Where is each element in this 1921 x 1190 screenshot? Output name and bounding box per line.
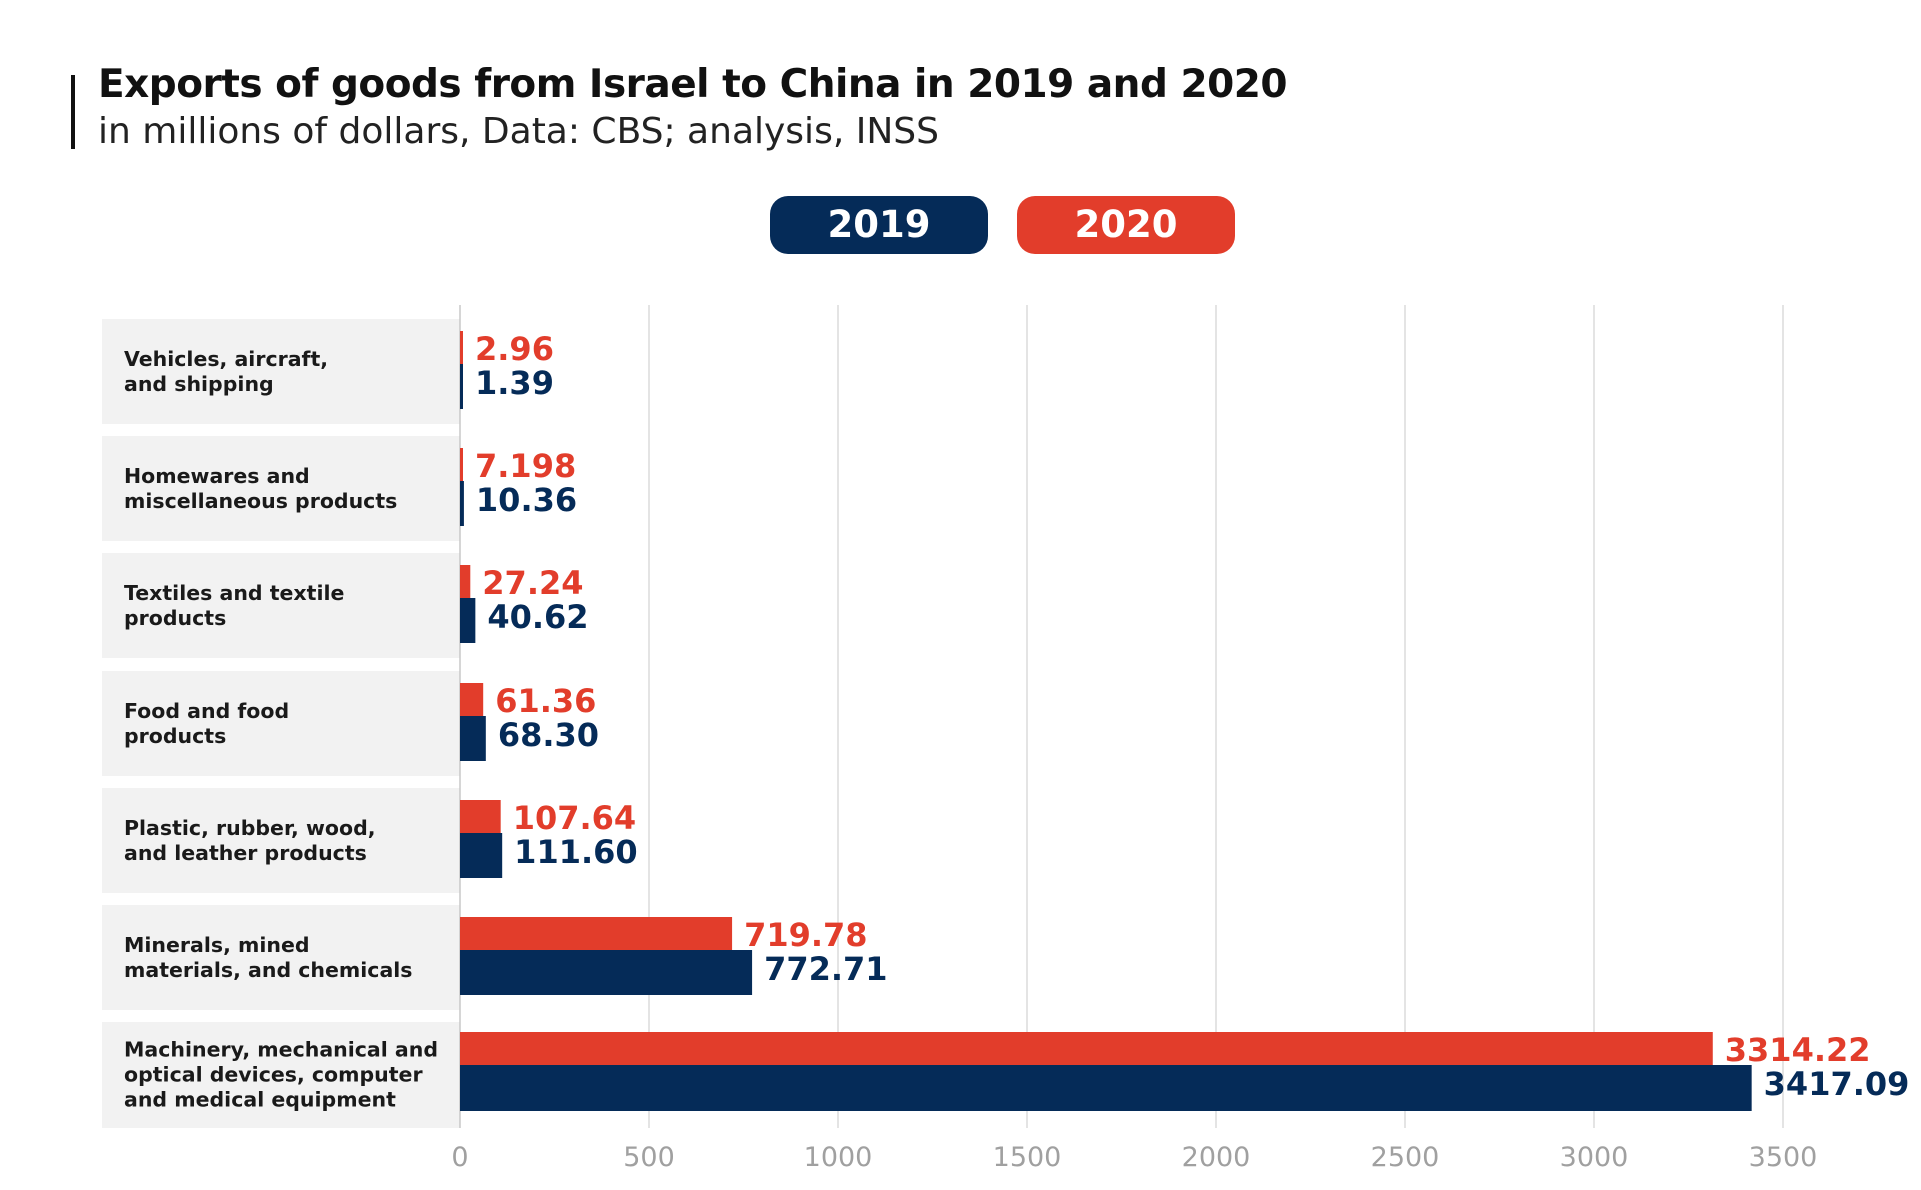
data-label-2020: 2.96 <box>475 330 554 368</box>
bar-2020 <box>460 448 463 481</box>
category-label: Food and food products <box>124 698 290 748</box>
bar-2020 <box>460 331 463 364</box>
x-tick-label: 1500 <box>993 1142 1062 1173</box>
data-label-2020: 3314.22 <box>1725 1031 1871 1069</box>
x-tick-label: 1000 <box>804 1142 873 1173</box>
category-box-textiles: Textiles and textile products <box>102 553 460 658</box>
bar-2020 <box>460 565 471 598</box>
bar-2019 <box>460 833 503 878</box>
data-label-2019: 10.36 <box>476 481 577 519</box>
category-label: Textiles and textile products <box>124 580 345 630</box>
data-label-2019: 3417.09 <box>1764 1065 1910 1103</box>
bar-2019 <box>460 364 463 409</box>
category-label: Machinery, mechanical and optical device… <box>124 1037 439 1112</box>
x-tick-label: 500 <box>623 1142 675 1173</box>
legend-item-2020: 2020 <box>1017 196 1235 254</box>
bar-2020 <box>460 800 501 833</box>
data-label-2020: 27.24 <box>482 564 583 602</box>
data-label-2019: 1.39 <box>475 364 554 402</box>
title-accent-bar <box>71 75 75 149</box>
x-tick-label: 2500 <box>1371 1142 1440 1173</box>
category-label: Homewares and miscellaneous products <box>124 463 398 513</box>
data-label-2019: 68.30 <box>498 716 599 754</box>
bar-2019 <box>460 950 753 995</box>
category-label: Plastic, rubber, wood, and leather produ… <box>124 815 376 865</box>
data-label-2019: 40.62 <box>487 598 588 636</box>
category-box-machinery: Machinery, mechanical and optical device… <box>102 1022 460 1128</box>
category-box-food: Food and food products <box>102 671 460 776</box>
category-box-minerals: Minerals, mined materials, and chemicals <box>102 905 460 1010</box>
category-box-homewares: Homewares and miscellaneous products <box>102 436 460 541</box>
chart-subtitle: in millions of dollars, Data: CBS; analy… <box>98 111 939 152</box>
bar-2019 <box>460 481 464 526</box>
bar-2019 <box>460 716 486 761</box>
x-tick-label: 3000 <box>1560 1142 1629 1173</box>
category-box-vehicles: Vehicles, aircraft, and shipping <box>102 319 460 424</box>
chart-title: Exports of goods from Israel to China in… <box>98 62 1288 107</box>
bar-2019 <box>460 598 476 643</box>
data-label-2020: 61.36 <box>495 682 596 720</box>
data-label-2019: 111.60 <box>514 833 637 871</box>
category-label: Minerals, mined materials, and chemicals <box>124 932 413 982</box>
category-label: Vehicles, aircraft, and shipping <box>124 346 329 396</box>
bar-2020 <box>460 917 733 950</box>
bar-2020 <box>460 1032 1713 1065</box>
data-label-2020: 7.198 <box>475 447 576 485</box>
legend-item-2019: 2019 <box>770 196 988 254</box>
data-label-2020: 107.64 <box>513 799 636 837</box>
x-tick-label: 3500 <box>1749 1142 1818 1173</box>
data-label-2019: 772.71 <box>764 950 887 988</box>
bar-2020 <box>460 683 484 716</box>
x-tick-label: 0 <box>451 1142 468 1173</box>
data-label-2020: 719.78 <box>744 916 867 954</box>
bar-2019 <box>460 1065 1752 1111</box>
category-box-plastic: Plastic, rubber, wood, and leather produ… <box>102 788 460 893</box>
x-tick-label: 2000 <box>1182 1142 1251 1173</box>
